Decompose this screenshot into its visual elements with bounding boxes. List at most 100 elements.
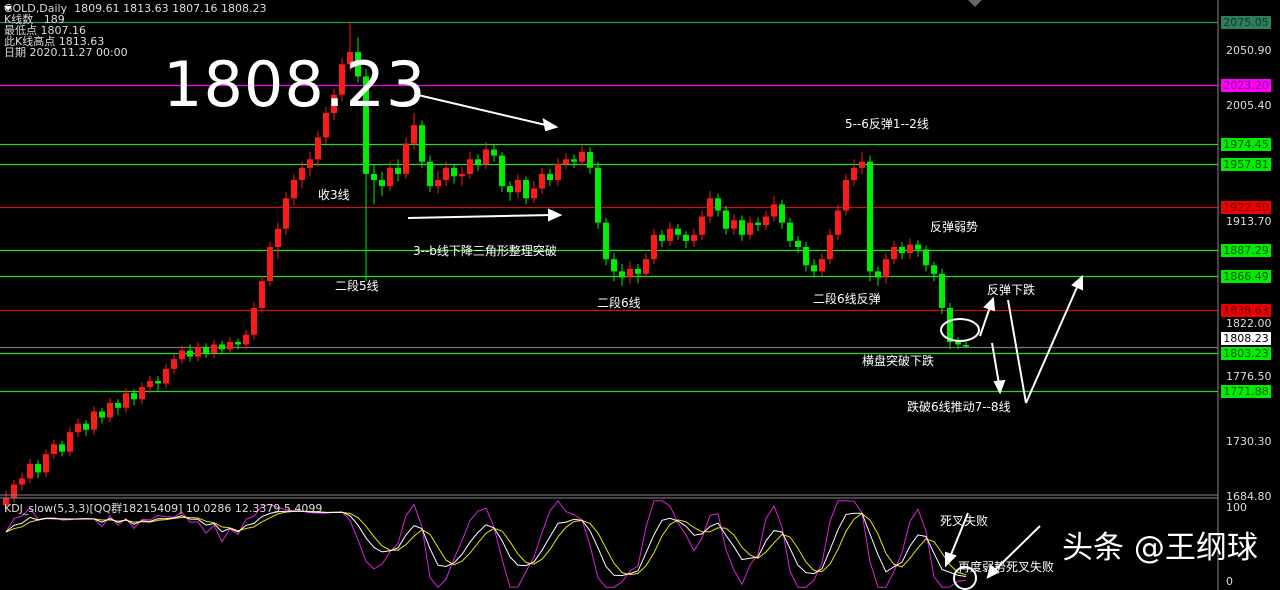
candle-body (131, 393, 137, 400)
candle-body (843, 180, 849, 211)
candle (627, 261, 633, 284)
candle (75, 418, 81, 438)
candle (915, 239, 921, 257)
candle-body (267, 247, 273, 282)
candle (427, 155, 433, 193)
candle (475, 154, 481, 172)
candle (739, 215, 745, 241)
candle (171, 354, 177, 374)
candle-body (755, 222, 761, 226)
candle-body (915, 244, 921, 250)
candle (891, 240, 897, 265)
arrow (979, 306, 991, 337)
candle-body (683, 234, 689, 241)
candle (619, 264, 625, 286)
candle (691, 228, 697, 248)
candle (299, 161, 305, 189)
candle-body (547, 173, 553, 181)
candle-body (139, 387, 145, 400)
annotation-arrows (407, 94, 1083, 579)
level-price-label: 1838.63 (1221, 304, 1271, 317)
candle (787, 217, 793, 248)
candle (355, 37, 361, 83)
candle (435, 171, 441, 194)
candle-body (75, 423, 81, 433)
candle (651, 228, 657, 265)
candle-body (515, 180, 521, 193)
candle-body (483, 149, 489, 165)
candle (699, 210, 705, 240)
lowest-price: 最低点 1807.16 (4, 24, 86, 37)
arrow (991, 342, 1000, 385)
candle (827, 228, 833, 265)
candle (499, 151, 505, 193)
candle-body (11, 484, 17, 498)
collapse-triangle-icon[interactable] (4, 6, 12, 11)
annotation: 二段6线 (597, 296, 641, 310)
y-tick-label: 1822.00 (1226, 317, 1272, 330)
candle-body (67, 432, 73, 452)
candle-body (83, 423, 89, 430)
candle (635, 264, 641, 284)
candle (155, 376, 161, 391)
arrow-head-icon (945, 551, 957, 568)
candle-body (659, 234, 665, 241)
candle (395, 159, 401, 182)
candle-body (171, 359, 177, 369)
candle (883, 253, 889, 284)
level-price-label: 1922.50 (1221, 201, 1271, 214)
indicator-scale-top: 100 (1226, 501, 1247, 514)
candle (899, 242, 905, 260)
candle-body (19, 478, 25, 485)
candle (27, 458, 33, 484)
indicator-scale-bottom: 0 (1226, 575, 1233, 588)
candle (683, 231, 689, 249)
candle-body (403, 143, 409, 174)
indicator-label: KDJ_slow(5,3,3)[QQ群18215409] 10.0286 12.… (4, 502, 323, 515)
candle-body (931, 265, 937, 274)
candle-body (891, 247, 897, 260)
candle (219, 340, 225, 355)
arrow-head-icon (542, 118, 559, 132)
bar-date: 日期 2020.11.27 00:00 (4, 46, 128, 59)
candle-body (523, 180, 529, 199)
candle-body (787, 222, 793, 241)
candle (83, 419, 89, 436)
candle (795, 236, 801, 254)
candle-body (99, 411, 105, 418)
candle-body (411, 125, 417, 144)
arrow (1007, 299, 1027, 404)
highlight-circle (953, 566, 977, 590)
candle (411, 113, 417, 150)
annotation: 5--6反弹1--2线 (845, 117, 929, 131)
candle-body (91, 411, 97, 430)
candle (611, 253, 617, 282)
candle (707, 190, 713, 223)
candle-body (187, 350, 193, 357)
candle-body (491, 149, 497, 156)
candle (35, 460, 41, 479)
level-price-label: 1808.23 (1221, 332, 1271, 345)
candle (819, 253, 825, 277)
candle-body (763, 216, 769, 226)
candle (931, 261, 937, 282)
arrow-head-icon (1071, 274, 1083, 291)
candle (555, 158, 561, 187)
candle (123, 388, 129, 413)
candle-body (107, 402, 113, 418)
candle (747, 216, 753, 240)
candle (507, 181, 513, 201)
bars-count: K线数 189 (4, 13, 65, 26)
candle-body (667, 228, 673, 241)
candle (211, 339, 217, 358)
candle-body (587, 151, 593, 168)
candle (539, 167, 545, 194)
candle-body (715, 198, 721, 211)
candle (203, 343, 209, 358)
annotation: 收3线 (318, 188, 350, 202)
candle (387, 161, 393, 191)
candle (107, 398, 113, 423)
scroll-marker-icon[interactable] (968, 0, 982, 7)
candle (875, 266, 881, 286)
candle-body (579, 151, 585, 162)
